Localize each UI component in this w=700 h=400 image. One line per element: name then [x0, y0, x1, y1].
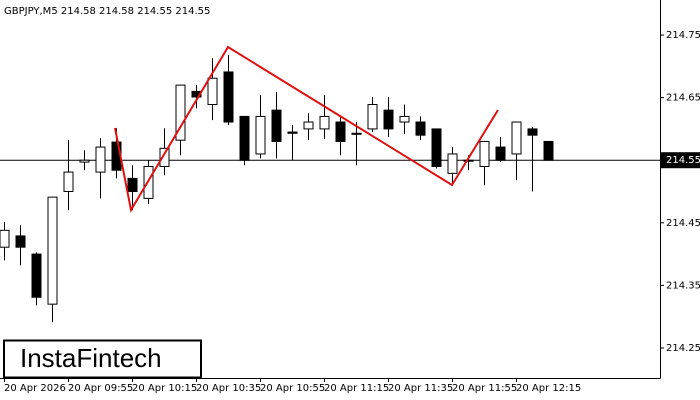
- x-tick-label: 20 Apr 11:35: [388, 383, 453, 394]
- y-tick-label: 214.45: [666, 218, 700, 229]
- candle-body: [415, 121, 426, 136]
- candle-body: [447, 153, 458, 174]
- x-tick-label: 20 Apr 11:55: [452, 383, 517, 394]
- candle-body: [479, 140, 490, 167]
- x-tick-label: 20 Apr 12:15: [516, 383, 581, 394]
- x-tick-label: 20 Apr 10:15: [132, 383, 197, 394]
- candle-body: [127, 177, 138, 193]
- candle-body: [79, 159, 90, 163]
- pattern-line: [114, 45, 499, 213]
- x-tick-label: 20 Apr 11:15: [324, 383, 389, 394]
- candle-body: [175, 84, 186, 141]
- candle-body: [31, 253, 42, 298]
- candle-body: [287, 131, 298, 134]
- last-price-label: 214.55: [666, 155, 700, 166]
- candle-body: [383, 109, 394, 130]
- y-tick-label: 214.65: [666, 93, 700, 104]
- candle-body: [463, 159, 474, 162]
- candle-body: [47, 196, 58, 305]
- candle-body: [367, 104, 378, 130]
- candle-body: [207, 77, 218, 106]
- candle-body: [255, 115, 266, 155]
- candle-body: [511, 121, 522, 155]
- logo-box: [3, 339, 202, 379]
- x-tick-label: 20 Apr 2026: [4, 383, 66, 394]
- candle-body: [0, 229, 10, 248]
- chart-title: GBPJPY,M5 214.58 214.58 214.55 214.55: [4, 6, 210, 17]
- candle-body: [63, 171, 74, 193]
- candle-body: [351, 132, 362, 135]
- candle-body: [527, 128, 538, 136]
- candle-body: [15, 235, 26, 248]
- candle-body: [495, 146, 506, 161]
- candle-body: [271, 109, 282, 142]
- candle-body: [95, 146, 106, 173]
- y-tick-label: 214.25: [666, 343, 700, 354]
- candle-body: [319, 115, 330, 130]
- candle-body: [303, 121, 314, 130]
- candle-body: [431, 128, 442, 167]
- candle-body: [335, 121, 346, 142]
- y-tick-label: 214.35: [666, 280, 700, 291]
- x-tick-label: 20 Apr 10:35: [196, 383, 261, 394]
- last-price-box: [660, 152, 700, 169]
- candle-body: [223, 71, 234, 123]
- y-tick-label: 214.75: [666, 30, 700, 41]
- candle-body: [239, 115, 250, 161]
- candle-body: [159, 147, 170, 167]
- x-tick-label: 20 Apr 09:55: [68, 383, 133, 394]
- candle-body: [399, 115, 410, 123]
- plot-area: [0, 55, 660, 323]
- logo: InstaFintech: [20, 343, 162, 373]
- candle-body: [543, 140, 554, 161]
- x-tick-label: 20 Apr 10:55: [260, 383, 325, 394]
